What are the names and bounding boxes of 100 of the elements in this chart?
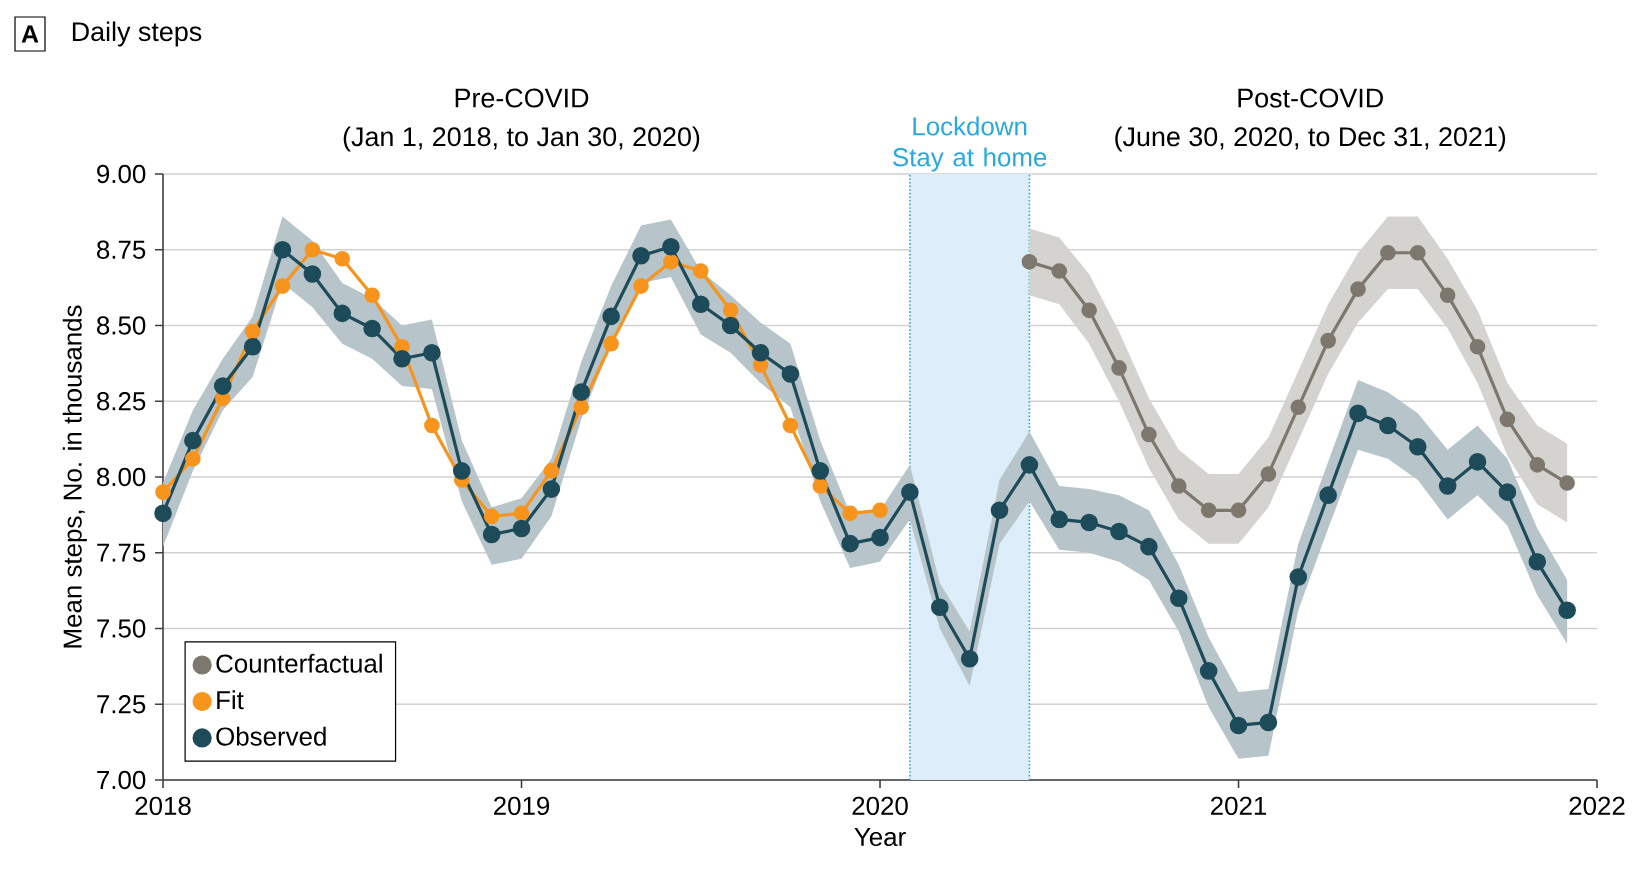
point (781, 365, 800, 383)
point (1468, 453, 1487, 471)
point (273, 240, 292, 259)
x-tick-label: 2018 (135, 796, 191, 816)
point (812, 478, 829, 494)
point (452, 462, 471, 480)
point (185, 451, 201, 467)
point (1529, 457, 1546, 473)
point (1230, 502, 1247, 519)
point (1289, 568, 1308, 586)
text: A (21, 25, 39, 43)
point (334, 251, 351, 267)
point (1439, 287, 1456, 303)
point (901, 483, 919, 501)
point (1020, 456, 1039, 474)
point (1169, 589, 1188, 607)
point (304, 241, 321, 258)
point (990, 501, 1009, 520)
point (1111, 360, 1127, 376)
point (573, 399, 590, 416)
point (692, 263, 709, 279)
point (274, 278, 291, 294)
point (1080, 513, 1098, 532)
point (1021, 254, 1038, 270)
x-tick-label: 2019 (494, 796, 550, 816)
point (1051, 263, 1068, 279)
point (1229, 716, 1248, 735)
point (721, 316, 740, 335)
point (633, 278, 649, 294)
y-axis-title: Mean steps, No. in thousands (62, 305, 87, 648)
point (1140, 537, 1158, 556)
point (1469, 338, 1486, 355)
point (1409, 244, 1426, 261)
point (1260, 466, 1277, 482)
y-tick-label: 8.00 (97, 467, 146, 487)
point (1170, 478, 1187, 494)
y-tick-label: 7.75 (97, 543, 146, 562)
point (602, 307, 620, 326)
point (184, 431, 202, 450)
point (155, 484, 171, 500)
point (722, 302, 739, 319)
point (513, 505, 530, 522)
text: Post-COVID (1238, 88, 1383, 108)
point (364, 287, 380, 303)
text: (June 30, 2020, to Dec 31, 2021) (1115, 126, 1506, 152)
point (1438, 477, 1457, 495)
x-tick-label: 2022 (1569, 796, 1625, 816)
point (811, 462, 830, 480)
x-tick-label: 2021 (1211, 796, 1267, 816)
point (543, 463, 560, 479)
point (1408, 437, 1427, 456)
y-tick-label: 8.75 (97, 240, 146, 259)
point (1499, 411, 1516, 428)
y-tick-label: 7.00 (97, 770, 146, 790)
point (632, 246, 650, 265)
point (1379, 416, 1397, 435)
x-tick-label: 2020 (852, 796, 908, 816)
point (871, 528, 889, 547)
band-label: Lockdown Stay at home (893, 116, 1047, 172)
point (243, 337, 262, 356)
point (303, 265, 322, 283)
point (1380, 244, 1396, 261)
legend-label: Observed (216, 726, 326, 746)
point (960, 649, 979, 668)
point (872, 502, 888, 519)
point (662, 237, 680, 256)
point (244, 323, 261, 340)
point (1558, 601, 1576, 620)
point (841, 534, 859, 553)
y-tick-label: 8.50 (97, 316, 146, 335)
point (603, 335, 619, 352)
point (1259, 713, 1278, 732)
point (1559, 475, 1575, 491)
point (1200, 502, 1217, 519)
point (482, 525, 501, 544)
point (1319, 486, 1337, 504)
point (512, 519, 531, 538)
point (1528, 553, 1547, 571)
point (782, 417, 799, 434)
point (393, 350, 411, 368)
y-tick-label: 7.50 (97, 619, 146, 638)
text: Pre-COVID (455, 88, 589, 108)
point (213, 377, 232, 395)
point (483, 508, 500, 525)
chart-title: Daily steps (72, 21, 202, 47)
point (1350, 281, 1366, 297)
y-tick-label: 8.25 (97, 392, 146, 411)
point (572, 383, 591, 401)
point (1349, 404, 1367, 423)
point (333, 304, 352, 323)
point (1141, 426, 1157, 443)
point (1081, 302, 1097, 319)
y-tick-label: 7.25 (97, 695, 146, 714)
point (751, 343, 770, 362)
y-tick-label: 9.00 (97, 164, 146, 184)
point (842, 505, 858, 522)
point (1110, 522, 1128, 541)
point (154, 504, 172, 523)
point (542, 480, 561, 498)
x-axis-title: Year (854, 828, 906, 847)
